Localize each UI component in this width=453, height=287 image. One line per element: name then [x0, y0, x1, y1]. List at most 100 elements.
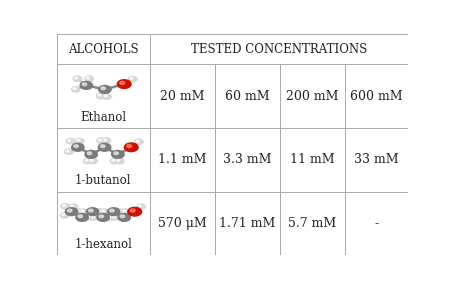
Circle shape — [130, 77, 133, 79]
Circle shape — [112, 159, 115, 161]
Circle shape — [128, 207, 142, 216]
Circle shape — [125, 143, 138, 152]
Circle shape — [89, 158, 97, 164]
Circle shape — [74, 209, 82, 214]
Circle shape — [75, 77, 78, 79]
Circle shape — [97, 214, 110, 221]
Text: 1.1 mM: 1.1 mM — [158, 153, 207, 166]
Circle shape — [66, 138, 74, 144]
Circle shape — [66, 139, 74, 144]
Text: 1.71 mM: 1.71 mM — [219, 217, 275, 230]
Circle shape — [123, 210, 126, 212]
Circle shape — [61, 204, 69, 209]
Circle shape — [129, 77, 137, 82]
Text: 1-butanol: 1-butanol — [75, 174, 131, 187]
Text: 1-hexanol: 1-hexanol — [74, 238, 132, 251]
Circle shape — [85, 150, 97, 158]
Text: Ethanol: Ethanol — [80, 110, 126, 124]
Circle shape — [102, 138, 111, 143]
Circle shape — [135, 139, 143, 144]
Circle shape — [96, 209, 104, 214]
Circle shape — [117, 80, 131, 88]
Circle shape — [90, 215, 98, 220]
Circle shape — [116, 158, 124, 164]
Circle shape — [65, 208, 77, 216]
Text: -: - — [374, 217, 378, 230]
Circle shape — [80, 82, 92, 89]
Text: 60 mM: 60 mM — [225, 90, 270, 102]
Circle shape — [121, 209, 130, 214]
Circle shape — [60, 213, 68, 218]
Circle shape — [124, 143, 138, 152]
Circle shape — [67, 139, 70, 141]
Circle shape — [84, 158, 92, 164]
Circle shape — [135, 139, 143, 144]
Circle shape — [110, 209, 114, 212]
Circle shape — [77, 139, 80, 141]
Circle shape — [79, 209, 87, 214]
Circle shape — [96, 94, 105, 99]
Circle shape — [64, 149, 73, 154]
Circle shape — [99, 86, 111, 93]
Text: 3.3 mM: 3.3 mM — [223, 153, 271, 166]
Circle shape — [118, 214, 130, 221]
Circle shape — [85, 159, 88, 161]
Circle shape — [130, 209, 135, 212]
Circle shape — [120, 215, 125, 218]
Circle shape — [110, 158, 119, 164]
Text: 600 mM: 600 mM — [350, 90, 402, 102]
Circle shape — [96, 209, 104, 214]
Circle shape — [85, 150, 97, 158]
Circle shape — [87, 152, 92, 155]
Circle shape — [99, 215, 104, 218]
Circle shape — [92, 216, 94, 218]
Circle shape — [106, 215, 114, 220]
Circle shape — [87, 216, 89, 218]
Circle shape — [81, 210, 84, 212]
Circle shape — [72, 87, 80, 92]
Circle shape — [114, 152, 118, 155]
Circle shape — [97, 210, 100, 212]
Circle shape — [137, 204, 145, 210]
Text: 11 mM: 11 mM — [290, 153, 334, 166]
Circle shape — [106, 215, 114, 220]
Text: TESTED CONCENTRATIONS: TESTED CONCENTRATIONS — [191, 43, 367, 56]
Circle shape — [67, 209, 72, 212]
Circle shape — [72, 87, 80, 92]
Circle shape — [111, 215, 119, 220]
Circle shape — [116, 209, 125, 214]
Text: ALCOHOLS: ALCOHOLS — [68, 43, 139, 56]
Circle shape — [76, 139, 84, 144]
Circle shape — [90, 215, 98, 220]
Circle shape — [87, 208, 99, 216]
Circle shape — [65, 149, 73, 154]
Circle shape — [112, 216, 116, 218]
Circle shape — [97, 138, 105, 143]
Circle shape — [60, 213, 69, 218]
Circle shape — [118, 214, 130, 221]
Circle shape — [98, 94, 101, 96]
Text: 200 mM: 200 mM — [286, 90, 338, 102]
Circle shape — [80, 82, 92, 89]
Circle shape — [116, 209, 125, 214]
Circle shape — [112, 150, 124, 158]
Circle shape — [74, 209, 83, 214]
Circle shape — [100, 209, 109, 214]
Circle shape — [137, 204, 145, 210]
Circle shape — [98, 144, 111, 151]
Circle shape — [85, 215, 93, 220]
Circle shape — [107, 208, 120, 216]
Circle shape — [73, 76, 82, 81]
Circle shape — [69, 204, 77, 210]
Circle shape — [72, 144, 84, 151]
Circle shape — [76, 214, 88, 221]
Circle shape — [89, 209, 93, 212]
Text: 20 mM: 20 mM — [160, 90, 204, 102]
Circle shape — [61, 204, 69, 209]
Circle shape — [65, 208, 78, 216]
Circle shape — [66, 150, 69, 152]
Circle shape — [98, 139, 101, 141]
Circle shape — [85, 215, 93, 220]
Circle shape — [128, 208, 141, 216]
Circle shape — [111, 150, 124, 158]
